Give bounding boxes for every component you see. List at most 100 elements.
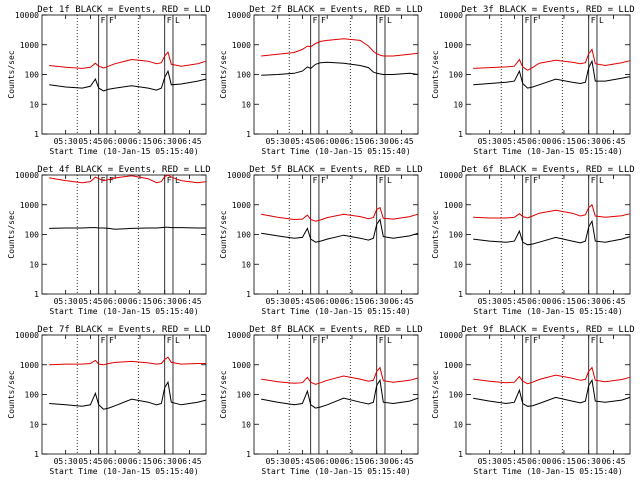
interval-marker: L (387, 336, 392, 345)
interval-marker: F (525, 336, 530, 345)
series-line-events (473, 59, 631, 89)
y-tick-label: 10 (453, 100, 463, 109)
interval-marker: L (599, 176, 604, 185)
x-tick-label: 06:15 (128, 457, 152, 466)
series-line-lld (261, 38, 419, 57)
interval-marker: L (175, 336, 180, 345)
panel-title: Det 4f BLACK = Events, RED = LLD (37, 165, 210, 175)
x-tick-label: 06:00 (527, 457, 551, 466)
panel-title: Det 2f BLACK = Events, RED = LLD (249, 5, 422, 15)
y-axis-label: Counts/sec (431, 50, 440, 98)
plot-frame (41, 14, 207, 135)
x-tick-label: 06:00 (527, 137, 551, 146)
x-tick-label: 06:15 (552, 457, 576, 466)
x-tick-label: 05:45 (78, 137, 102, 146)
x-tick-label: 06:00 (103, 457, 127, 466)
y-tick-label: 10 (241, 420, 251, 429)
x-tick-label: 06:00 (103, 137, 127, 146)
interval-marker: F (379, 336, 384, 345)
y-tick-label: 1 (246, 130, 251, 139)
y-tick-label: 1 (34, 450, 39, 459)
interval-marker: F (525, 16, 530, 25)
x-tick-label: 06:00 (315, 297, 339, 306)
y-tick-label: 1 (458, 450, 463, 459)
interval-marker: L (387, 176, 392, 185)
x-tick-label: 06:30 (153, 297, 177, 306)
y-tick-label: 1 (34, 130, 39, 139)
series-line-lld (473, 203, 631, 219)
y-tick-label: 1 (458, 130, 463, 139)
y-tick-label: 10000 (439, 11, 463, 20)
x-tick-label: 06:15 (128, 297, 152, 306)
x-tick-label: 06:45 (177, 137, 201, 146)
series-line-events (473, 378, 631, 407)
y-tick-label: 100 (449, 71, 464, 80)
plot-frame (253, 174, 419, 295)
y-tick-label: 1000 (232, 201, 251, 210)
y-axis-label: Counts/sec (7, 50, 16, 98)
y-tick-label: 10 (453, 420, 463, 429)
x-tick-label: 05:30 (266, 297, 290, 306)
y-tick-label: 10000 (15, 11, 39, 20)
x-tick-label: 06:45 (177, 297, 201, 306)
x-tick-label: 06:30 (577, 137, 601, 146)
x-tick-label: 06:45 (601, 457, 625, 466)
series-line-events (261, 378, 419, 409)
interval-marker: L (599, 16, 604, 25)
series-line-events (49, 226, 206, 230)
x-axis-label: Start Time (10-Jan-15 05:15:40) (473, 467, 622, 476)
interval-marker: F (167, 16, 172, 25)
panel-title: Det 3f BLACK = Events, RED = LLD (461, 5, 634, 15)
y-tick-label: 100 (25, 391, 40, 400)
x-tick-label: 06:00 (315, 137, 339, 146)
panel-title: Det 8f BLACK = Events, RED = LLD (249, 325, 422, 335)
y-tick-label: 100 (25, 71, 40, 80)
series-line-events (261, 61, 419, 76)
x-tick-label: 05:30 (54, 457, 78, 466)
x-axis-label: Start Time (10-Jan-15 05:15:40) (261, 147, 410, 156)
x-axis-label: Start Time (10-Jan-15 05:15:40) (473, 307, 622, 316)
y-tick-label: 10 (29, 420, 39, 429)
y-axis-label: Counts/sec (219, 50, 228, 98)
interval-marker: F (313, 16, 318, 25)
series-line-lld (261, 206, 419, 222)
x-tick-label: 06:45 (389, 457, 413, 466)
x-axis-label: Start Time (10-Jan-15 05:15:40) (261, 307, 410, 316)
y-axis-label: Counts/sec (7, 210, 16, 258)
interval-marker: F (167, 336, 172, 345)
x-tick-label: 06:15 (128, 137, 152, 146)
y-tick-label: 10 (453, 260, 463, 269)
y-tick-label: 10000 (15, 331, 39, 340)
interval-marker: F (109, 176, 114, 185)
x-tick-label: 06:00 (103, 297, 127, 306)
panel-title: Det 5f BLACK = Events, RED = LLD (249, 165, 422, 175)
y-axis-label: Counts/sec (7, 370, 16, 418)
interval-marker: F (313, 336, 318, 345)
interval-marker: L (175, 16, 180, 25)
x-tick-label: 05:45 (290, 297, 314, 306)
series-line-lld (49, 174, 207, 184)
x-tick-label: 05:45 (502, 137, 526, 146)
y-tick-label: 1000 (232, 41, 251, 50)
x-tick-label: 05:30 (266, 457, 290, 466)
interval-marker: F (525, 176, 530, 185)
y-tick-label: 100 (237, 71, 252, 80)
series-line-lld (49, 356, 206, 366)
y-tick-label: 10000 (227, 171, 251, 180)
x-tick-label: 06:30 (153, 137, 177, 146)
interval-marker: F (321, 176, 326, 185)
interval-marker: F (533, 16, 538, 25)
interval-marker: F (533, 336, 538, 345)
y-tick-label: 1000 (20, 361, 39, 370)
y-tick-label: 100 (449, 391, 464, 400)
x-tick-label: 05:30 (54, 297, 78, 306)
interval-marker: F (109, 336, 114, 345)
y-axis-label: Counts/sec (219, 370, 228, 418)
